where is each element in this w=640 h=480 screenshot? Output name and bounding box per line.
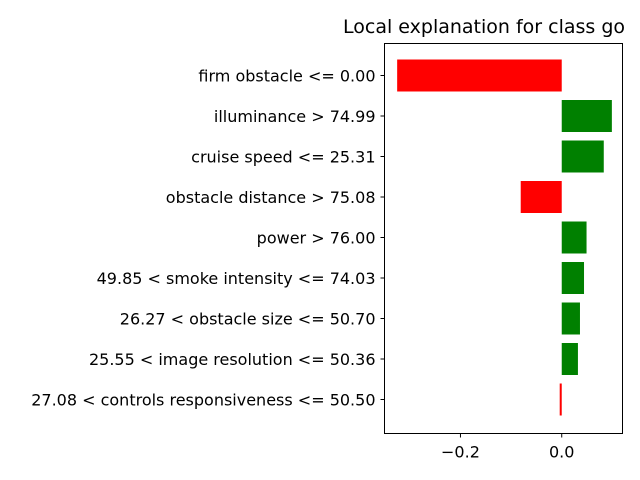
category-label: obstacle distance > 75.08: [166, 188, 376, 207]
bar-8: [561, 343, 578, 375]
bar-7: [561, 302, 580, 335]
bar-3: [561, 140, 604, 173]
chart-title: Local explanation for class go: [343, 16, 625, 38]
bar-9: [559, 383, 562, 416]
x-tick-label: −0.2: [441, 443, 480, 462]
bar-4: [520, 181, 562, 213]
bar-5: [561, 221, 587, 254]
category-label: 26.27 < obstacle size <= 50.70: [120, 310, 376, 329]
bars-layer: [397, 59, 612, 416]
bar-6: [561, 262, 585, 294]
category-label: 27.08 < controls responsiveness <= 50.50: [31, 391, 375, 410]
category-label: firm obstacle <= 0.00: [198, 67, 375, 86]
category-label: 25.55 < image resolution <= 50.36: [89, 350, 376, 369]
category-label: 49.85 < smoke intensity <= 74.03: [97, 269, 376, 288]
bar-1: [397, 59, 562, 92]
x-tick-label: 0.0: [549, 443, 574, 462]
plot-frame: [384, 43, 623, 434]
category-label: cruise speed <= 25.31: [191, 148, 375, 167]
category-label: power > 76.00: [257, 229, 376, 248]
category-label: illuminance > 74.99: [214, 107, 376, 126]
category-labels: firm obstacle <= 0.00 illuminance > 74.99…: [31, 67, 385, 410]
x-axis-ticks: −0.2 0.0: [441, 433, 574, 462]
bar-2: [561, 100, 612, 132]
